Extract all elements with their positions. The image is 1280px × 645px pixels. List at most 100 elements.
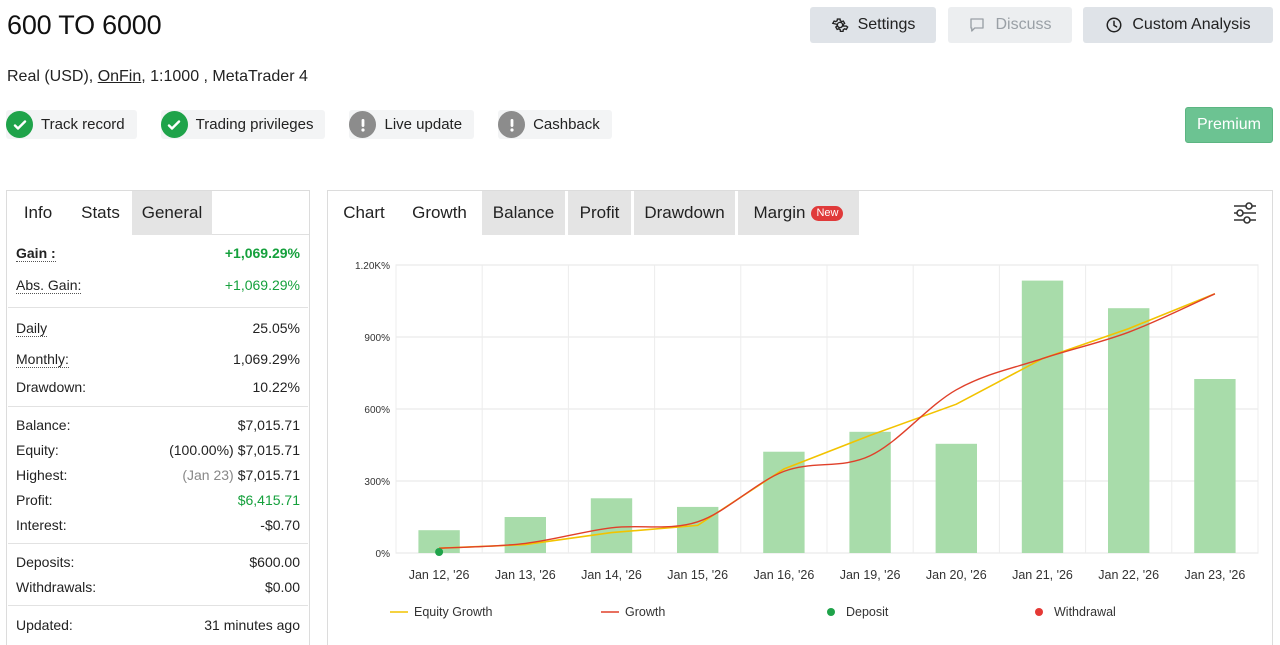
- discuss-button[interactable]: Discuss: [948, 7, 1072, 43]
- page-title: 600 TO 6000: [7, 10, 162, 40]
- stat-value: 10.22%: [252, 379, 300, 395]
- y-tick-label: 600%: [364, 405, 390, 416]
- divider: [8, 406, 308, 407]
- settings-button[interactable]: Settings: [810, 7, 936, 43]
- chart-bar: [677, 506, 719, 553]
- broker-link[interactable]: OnFin: [97, 68, 142, 85]
- stat-value: $7,015.71: [237, 417, 300, 433]
- legend-dot-marker: [827, 608, 835, 616]
- badge-live-update: Live update: [349, 110, 475, 139]
- stat-withdrawals: Withdrawals: $0.00: [16, 577, 300, 597]
- stat-value-group: (100.00%) $7,015.71: [169, 442, 300, 458]
- custom-analysis-label: Custom Analysis: [1132, 16, 1251, 33]
- chart-bar: [1108, 308, 1150, 553]
- check-icon: [6, 111, 33, 138]
- new-badge: New: [811, 205, 844, 221]
- stats-tabs: Info Stats General: [7, 191, 309, 235]
- chart-bar: [504, 517, 546, 553]
- custom-analysis-button[interactable]: Custom Analysis: [1083, 7, 1273, 43]
- x-tick-label: Jan 15, '26: [667, 568, 728, 582]
- badge-trading-privileges: Trading privileges: [160, 110, 326, 139]
- account-subtitle: Real (USD), OnFin, 1:1000 , MetaTrader 4: [7, 68, 308, 86]
- legend-dot-marker: [1035, 608, 1043, 616]
- stat-monthly: Monthly: 1,069.29%: [16, 349, 300, 369]
- chart-settings-sliders-icon[interactable]: [1232, 201, 1258, 230]
- growth-chart: 0% 300% 600% 900% 1.20K% Jan 12, '26 Jan 13, '…: [355, 261, 1259, 619]
- y-tick-label: 1.20K%: [355, 261, 390, 272]
- leverage-platform: , 1:1000 , MetaTrader 4: [141, 68, 308, 85]
- tab-growth[interactable]: Growth: [412, 203, 467, 222]
- x-tick-label: Jan 16, '26: [754, 568, 815, 582]
- tab-stats[interactable]: Stats: [69, 191, 132, 235]
- y-tick-label: 300%: [364, 477, 390, 488]
- growth-line: [439, 293, 1216, 549]
- stat-label: Deposits:: [16, 554, 75, 570]
- badge-label: Cashback: [533, 116, 600, 133]
- badge-label: Live update: [384, 116, 463, 133]
- stat-label: Highest:: [16, 467, 68, 483]
- stat-deposits: Deposits: $600.00: [16, 552, 300, 572]
- stat-balance: Balance: $7,015.71: [16, 415, 300, 435]
- stat-label: Gain :: [16, 244, 56, 262]
- y-tick-label: 900%: [364, 333, 390, 344]
- tab-margin[interactable]: Margin New: [738, 191, 859, 235]
- divider: [8, 543, 308, 544]
- stat-value: +1,069.29%: [224, 245, 300, 261]
- stat-label: Updated:: [16, 617, 73, 633]
- tab-general[interactable]: General: [132, 191, 212, 235]
- stat-value: 31 minutes ago: [204, 617, 300, 633]
- badge-track-record: Track record: [6, 110, 137, 139]
- x-tick-label: Jan 21, '26: [1012, 568, 1073, 582]
- chart-bar: [1021, 280, 1064, 553]
- stat-value: 1,069.29%: [233, 351, 300, 367]
- chart-panel: Chart Growth Balance Profit Drawdown Mar…: [327, 190, 1273, 645]
- stat-label: Balance:: [16, 417, 71, 433]
- badge-cashback: Cashback: [498, 110, 612, 139]
- check-icon: [160, 111, 188, 138]
- badge-label: Trading privileges: [195, 116, 314, 133]
- deposit-marker: [435, 548, 444, 556]
- legend-label: Deposit: [846, 605, 889, 619]
- stat-value: $600.00: [249, 554, 300, 570]
- x-tick-label: Jan 14, '26: [581, 568, 642, 582]
- verification-badges: Track record Trading privileges Live upd…: [6, 110, 612, 139]
- stat-label: Interest:: [16, 517, 67, 533]
- margin-label: Margin: [753, 203, 806, 222]
- highest-amount: $7,015.71: [237, 467, 300, 483]
- equity-amount: $7,015.71: [237, 442, 300, 458]
- exclamation-icon: [349, 111, 377, 138]
- stat-value: 25.05%: [252, 320, 300, 336]
- stat-label: Equity:: [16, 442, 59, 458]
- x-tick-label: Jan 23, '26: [1185, 568, 1246, 582]
- x-tick-label: Jan 20, '26: [926, 568, 987, 582]
- stat-label: Daily: [16, 319, 48, 337]
- y-tick-label: 0%: [376, 549, 391, 560]
- settings-label: Settings: [857, 16, 916, 33]
- tab-info[interactable]: Info: [7, 191, 69, 235]
- tab-balance[interactable]: Balance: [482, 191, 565, 235]
- chart-bar: [590, 498, 633, 553]
- stat-label: Drawdown:: [16, 379, 87, 395]
- stat-daily: Daily 25.05%: [16, 318, 300, 338]
- x-tick-label: Jan 19, '26: [840, 568, 901, 582]
- stat-value-group: (Jan 23) $7,015.71: [182, 467, 300, 483]
- exclamation-icon: [498, 111, 526, 138]
- stat-label: Abs. Gain:: [16, 276, 82, 294]
- tab-drawdown[interactable]: Drawdown: [634, 191, 735, 235]
- chart-bar: [935, 443, 977, 553]
- x-tick-label: Jan 13, '26: [495, 568, 556, 582]
- legend-label: Equity Growth: [414, 605, 493, 619]
- account-type: Real (USD),: [7, 68, 94, 85]
- tab-chart[interactable]: Chart: [343, 203, 385, 222]
- equity-percent: (100.00%): [169, 442, 234, 458]
- tab-profit[interactable]: Profit: [568, 191, 631, 235]
- x-tick-label: Jan 12, '26: [409, 568, 470, 582]
- gear-icon: [831, 18, 849, 33]
- divider: [8, 605, 308, 606]
- stat-label: Monthly:: [16, 350, 69, 368]
- badge-label: Track record: [41, 116, 125, 133]
- premium-button[interactable]: Premium: [1185, 107, 1273, 143]
- stat-value: +1,069.29%: [224, 277, 300, 293]
- chart-tabs: Chart Growth Balance Profit Drawdown Mar…: [328, 191, 1272, 235]
- stat-abs-gain: Abs. Gain: +1,069.29%: [16, 275, 300, 295]
